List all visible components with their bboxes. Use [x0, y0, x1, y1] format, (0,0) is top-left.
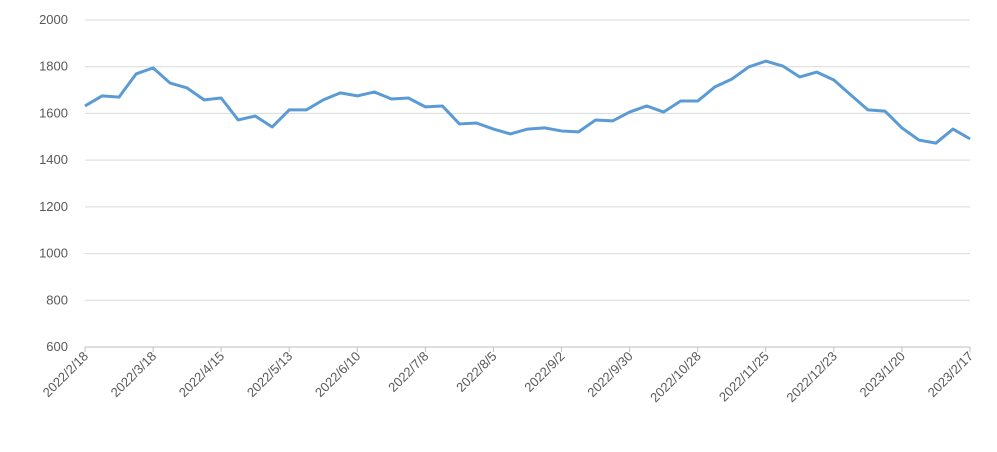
x-tick-label: 2023/1/20	[857, 349, 909, 401]
y-tick-label: 800	[46, 292, 68, 307]
x-tick-label: 2022/9/30	[584, 349, 636, 401]
y-tick-label: 1000	[39, 246, 68, 261]
x-tick-label: 2022/4/15	[176, 349, 228, 401]
data-line	[84, 59, 971, 145]
x-tick-label: 2022/6/10	[312, 349, 364, 401]
x-tick-label: 2022/12/23	[783, 349, 840, 406]
y-tick-label: 1800	[39, 59, 68, 74]
x-tick-label: 2022/5/13	[244, 349, 296, 401]
y-tick-label: 1400	[39, 152, 68, 167]
x-tick-label: 2022/11/25	[716, 349, 772, 405]
y-tick-label: 1200	[39, 199, 68, 214]
x-tick-label: 2022/9/2	[521, 349, 567, 395]
x-tick-label: 2022/8/5	[453, 349, 499, 395]
y-tick-label: 1600	[39, 105, 68, 120]
x-tick-label: 2022/10/28	[647, 349, 704, 406]
y-tick-label: 600	[46, 339, 68, 354]
y-tick-label: 2000	[39, 12, 68, 27]
x-tick-label: 2022/3/18	[108, 349, 160, 401]
x-tick-label: 2022/7/8	[385, 349, 431, 395]
x-tick-label: 2022/2/18	[40, 349, 92, 401]
x-tick-label: 2023/2/17	[925, 349, 977, 401]
